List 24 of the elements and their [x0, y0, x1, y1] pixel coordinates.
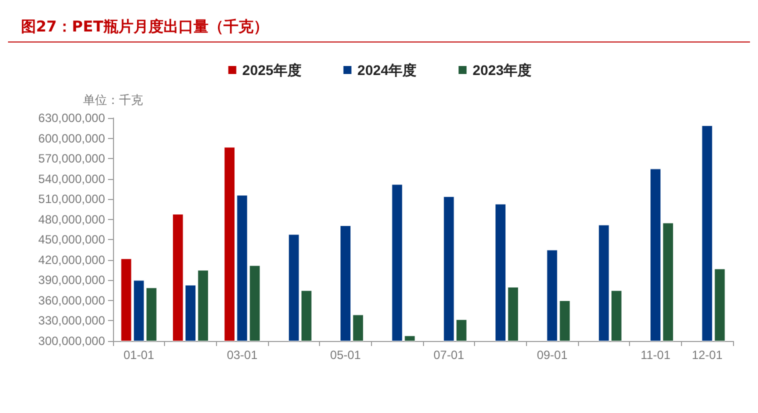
x-tick-label: 11-01 — [640, 348, 671, 362]
y-tick-label: 450,000,000 — [38, 232, 106, 247]
legend-label: 2024年度 — [357, 62, 417, 78]
y-tick-label: 540,000,000 — [38, 172, 106, 186]
y-tick-label: 480,000,000 — [38, 212, 106, 226]
x-tick-label: 03-01 — [226, 348, 258, 362]
y-tick-label: 300,000,000 — [38, 334, 106, 348]
x-tick-label: 07-01 — [433, 348, 464, 362]
y-tick-label: 510,000,000 — [38, 192, 106, 206]
y-tick-label: 630,000,000 — [38, 111, 106, 125]
legend-label: 2023年度 — [472, 62, 532, 78]
x-tick-label: 09-01 — [536, 348, 568, 362]
x-tick-label: 01-01 — [123, 348, 154, 362]
y-tick-label: 420,000,000 — [38, 252, 106, 267]
y-tick-label: 360,000,000 — [38, 293, 106, 308]
x-tick-label: 05-01 — [330, 348, 362, 362]
y-tick-label: 570,000,000 — [38, 152, 106, 166]
y-axis-title: 单位：千克 — [83, 93, 143, 107]
chart-title: 图27：PET瓶片月度出口量（千克） — [21, 18, 268, 36]
legend-label: 2025年度 — [242, 62, 302, 78]
y-tick-label: 600,000,000 — [38, 131, 106, 146]
y-tick-label: 390,000,000 — [38, 273, 106, 288]
y-tick-label: 330,000,000 — [38, 314, 106, 328]
x-tick-label: 12-01 — [692, 348, 723, 362]
